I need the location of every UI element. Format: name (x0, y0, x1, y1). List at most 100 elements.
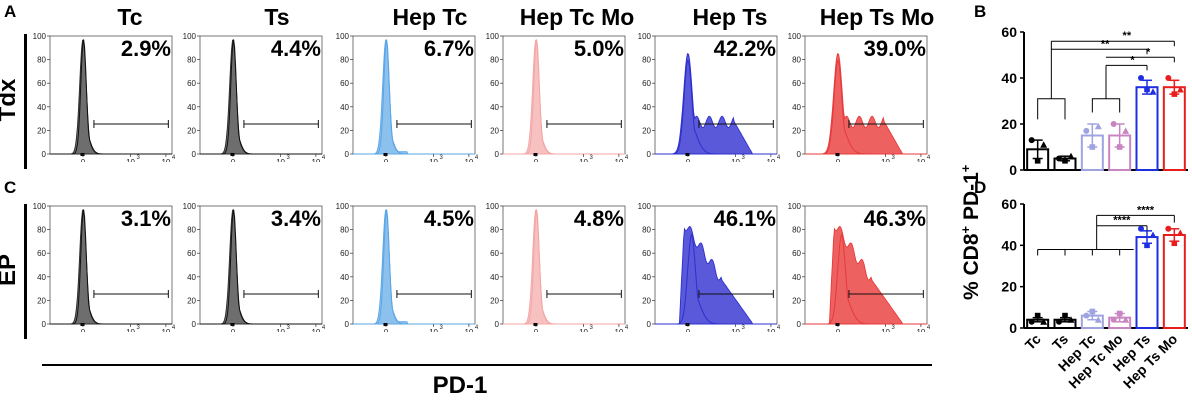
histogram-percentage: 4.4% (270, 36, 321, 61)
histogram-control-line (353, 209, 475, 325)
histogram-y-tick-label: 0 (797, 150, 802, 159)
histogram-x-tick-label: 10 (311, 158, 320, 162)
histogram-x-tick-exp: 4 (322, 325, 325, 331)
histogram-x-tick-exp: 4 (927, 155, 930, 161)
column-title-tc: Tc (117, 4, 143, 30)
histogram-x-tick-exp: 3 (287, 155, 291, 161)
histogram-y-tick-label: 40 (642, 103, 651, 112)
histogram-tdx-tc: 02040608010001031042.9% (30, 32, 175, 162)
histogram-x-tick-label: 10 (916, 328, 925, 332)
histogram-plot: 0204060801000103104 (638, 202, 780, 332)
histogram-y-tick-label: 0 (192, 320, 197, 329)
histogram-control-line (503, 39, 625, 155)
histogram-plot: 0204060801000103104 (486, 202, 628, 332)
bar-data-point (1149, 88, 1157, 95)
histogram-y-tick-label: 60 (340, 79, 349, 88)
histogram-x-tick-exp: 3 (287, 325, 291, 331)
histogram-x-tick-label: 10 (614, 328, 623, 332)
histogram-x-tick-label: 0 (384, 158, 389, 162)
bar-y-tick-label: 20 (1001, 279, 1017, 295)
histogram-x-tick-label: 10 (161, 158, 170, 162)
histogram-x-tick-exp: 3 (440, 325, 444, 331)
histogram-ep-ts: 02040608010001031043.4% (180, 202, 325, 332)
histogram-x-tick-exp: 3 (892, 155, 896, 161)
histogram-y-tick-label: 100 (183, 32, 197, 41)
bar-data-point (1056, 155, 1062, 162)
bar-data-point (1176, 229, 1184, 236)
bar-y-tick-label: 0 (1009, 162, 1017, 176)
histogram-percentage: 46.3% (863, 206, 926, 231)
histogram-x-tick-label: 0 (231, 328, 236, 332)
histogram-zero-marker (835, 323, 840, 326)
bar-y-tick-label: 40 (1001, 70, 1017, 86)
bar-data-point (1034, 312, 1041, 319)
histogram-x-tick-exp: 3 (440, 155, 444, 161)
histogram-y-tick-label: 40 (792, 273, 801, 282)
bar-data-point (1110, 121, 1117, 127)
histogram-y-tick-label: 60 (187, 79, 196, 88)
histogram-y-tick-label: 0 (345, 150, 350, 159)
histogram-x-tick-label: 10 (464, 328, 473, 332)
histogram-x-tick-label: 0 (686, 158, 691, 162)
histogram-tdx-hep-tc: 02040608010001031046.7% (333, 32, 478, 162)
histogram-x-tick-exp: 4 (172, 155, 175, 161)
bar-data-point (1116, 144, 1123, 150)
bar-data-point (1110, 316, 1117, 323)
histogram-y-tick-label: 40 (792, 103, 801, 112)
column-title-hep-tc: Hep Tc (392, 4, 468, 30)
histogram-y-tick-label: 20 (37, 126, 46, 135)
histogram-y-tick-label: 80 (490, 226, 499, 235)
histogram-x-tick-exp: 3 (892, 325, 896, 331)
histogram-control-line (503, 209, 625, 325)
panel-letter-a: A (4, 2, 17, 21)
histogram-zero-marker (230, 153, 235, 156)
histogram-x-tick-label: 10 (579, 328, 588, 332)
bar-data-point (1040, 318, 1048, 325)
histogram-frame (199, 35, 323, 155)
histogram-x-tick-label: 10 (731, 158, 740, 162)
histogram-y-tick-label: 60 (642, 79, 651, 88)
histogram-y-tick-label: 80 (340, 226, 349, 235)
histogram-y-tick-label: 100 (486, 32, 500, 41)
histogram-percentage: 4.5% (423, 206, 474, 231)
histogram-plot: 0204060801000103104 (33, 202, 175, 332)
histogram-percentage: 4.8% (573, 206, 624, 231)
histogram-x-tick-exp: 3 (137, 325, 141, 331)
bar-data-point (1138, 225, 1144, 232)
histogram-y-tick-label: 20 (792, 126, 801, 135)
histogram-control-line (353, 39, 475, 155)
histogram-y-tick-label: 80 (792, 226, 801, 235)
histogram-percentage: 5.0% (573, 36, 624, 61)
histogram-x-tick-exp: 4 (475, 155, 478, 161)
column-title-hep-tc-mo: Hep Tc Mo (519, 4, 635, 30)
histogram-plot: 0204060801000103104 (183, 32, 325, 162)
bar-data-point (1034, 158, 1041, 164)
histogram-y-tick-label: 80 (642, 56, 651, 65)
bar-data-point (1144, 86, 1150, 93)
bar-data-point (1028, 137, 1035, 144)
histogram-frame (199, 205, 323, 325)
histogram-x-tick-exp: 4 (322, 155, 325, 161)
histogram-y-tick-label: 100 (336, 32, 350, 41)
histogram-frame (502, 205, 626, 325)
bar-data-point (1083, 312, 1090, 319)
histogram-x-tick-exp: 4 (475, 325, 478, 331)
row-label-ep: EP (0, 254, 21, 287)
histogram-percentage: 3.1% (120, 206, 171, 231)
histogram-y-tick-label: 80 (792, 56, 801, 65)
histogram-y-tick-label: 40 (37, 103, 46, 112)
bar-data-point (1122, 127, 1130, 134)
histogram-y-tick-label: 80 (340, 56, 349, 65)
histogram-x-tick-exp: 3 (742, 155, 746, 161)
histogram-x-tick-exp: 4 (172, 325, 175, 331)
histogram-y-tick-label: 60 (187, 249, 196, 258)
histogram-y-tick-label: 0 (647, 320, 652, 329)
histogram-y-tick-label: 40 (642, 273, 651, 282)
bar-data-point (1089, 144, 1096, 150)
histogram-y-tick-label: 80 (187, 56, 196, 65)
histogram-zero-marker (383, 323, 388, 326)
bar-data-point (1165, 75, 1172, 81)
histogram-plot: 0204060801000103104 (183, 202, 325, 332)
